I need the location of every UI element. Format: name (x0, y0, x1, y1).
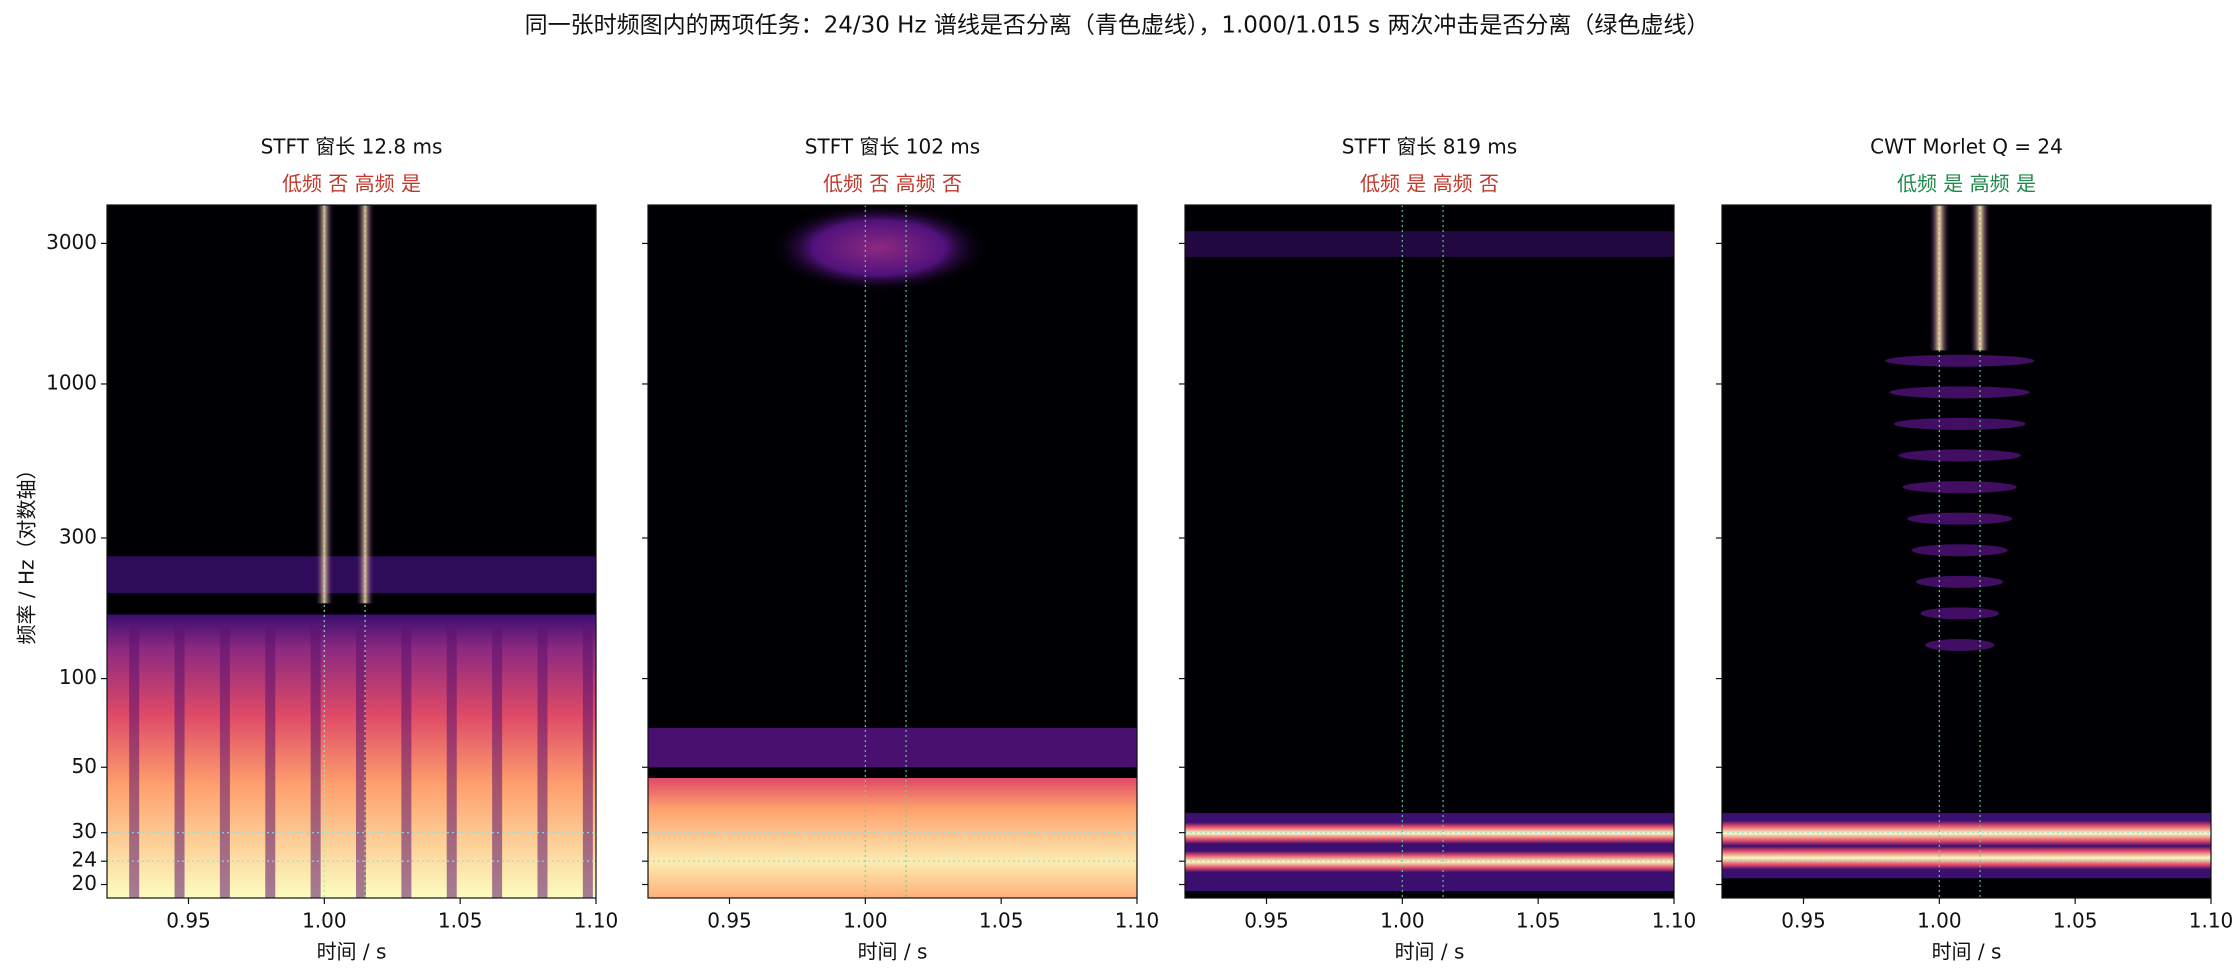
panel-subtitle: 低频 是 高频 是 (1897, 172, 2036, 196)
x-axis-label: 时间 / s (1932, 940, 2002, 964)
heatmap (107, 205, 596, 898)
x-tick-label: 1.10 (1115, 909, 1160, 933)
panel-title: STFT 窗长 102 ms (805, 135, 980, 159)
blob (1893, 417, 2026, 430)
x-tick-label: 1.00 (843, 909, 888, 933)
x-tick-label: 1.00 (1380, 909, 1425, 933)
y-tick-label: 50 (72, 754, 97, 778)
x-tick-label: 1.05 (1516, 909, 1561, 933)
y-axis-label: 频率 / Hz（对数轴） (15, 460, 39, 645)
axes-frame (1184, 204, 1675, 899)
energy-band (107, 614, 596, 898)
axes-frame (1721, 204, 2212, 899)
x-tick-label: 0.95 (1781, 909, 1826, 933)
stripe (446, 626, 457, 898)
stripe (356, 626, 367, 898)
x-axis-label: 时间 / s (858, 940, 928, 964)
blob (1924, 639, 1995, 652)
blob (1898, 449, 2022, 462)
x-tick-label: 1.10 (1652, 909, 1697, 933)
energy-band (648, 727, 1137, 768)
streak (1929, 205, 1950, 351)
energy-band (1185, 850, 1674, 873)
heatmap (1185, 205, 1674, 898)
stripe (129, 626, 140, 898)
stripe (582, 626, 593, 898)
panel-title: STFT 窗长 819 ms (1342, 135, 1517, 159)
streak (1970, 205, 1991, 351)
x-tick-label: 1.10 (2189, 909, 2234, 933)
axes-frame (106, 204, 597, 899)
x-tick-label: 1.10 (574, 909, 619, 933)
stripe (265, 626, 276, 898)
streak (315, 205, 334, 604)
stripe (401, 626, 412, 898)
blob (1907, 512, 2013, 525)
blob (768, 205, 989, 293)
panel-subtitle: 低频 否 高频 否 (823, 172, 962, 196)
stripe (492, 626, 503, 898)
energy-band (1722, 846, 2211, 870)
blob (1902, 481, 2017, 494)
stripe (174, 626, 185, 898)
x-tick-label: 0.95 (1244, 909, 1289, 933)
x-tick-label: 1.05 (979, 909, 1024, 933)
x-axis-label: 时间 / s (317, 940, 387, 964)
y-tick-label: 1000 (46, 370, 97, 394)
blob (1889, 386, 2030, 399)
y-tick-label: 300 (59, 525, 97, 549)
x-axis-label: 时间 / s (1395, 940, 1465, 964)
stripe (537, 626, 548, 898)
panel-subtitle: 低频 是 高频 否 (1360, 172, 1499, 196)
stripe (219, 626, 230, 898)
blob (1884, 354, 2035, 367)
panel-title: CWT Morlet Q = 24 (1870, 135, 2063, 159)
blob (1920, 607, 1999, 620)
x-tick-label: 1.00 (1917, 909, 1962, 933)
panel-subtitle: 低频 否 高频 是 (282, 172, 421, 196)
axes-frame (647, 204, 1138, 899)
energy-band (107, 556, 596, 594)
y-tick-label: 3000 (46, 230, 97, 254)
heatmap (648, 205, 1137, 898)
blob (1911, 544, 2008, 557)
energy-band (648, 777, 1137, 898)
y-tick-label: 30 (72, 819, 97, 843)
x-tick-label: 1.05 (438, 909, 483, 933)
y-tick-label: 24 (72, 848, 97, 872)
x-tick-label: 0.95 (166, 909, 211, 933)
heatmap-background (1185, 205, 1674, 898)
energy-band (1185, 231, 1674, 257)
x-tick-label: 0.95 (707, 909, 752, 933)
panel-title: STFT 窗长 12.8 ms (261, 135, 443, 159)
x-tick-label: 1.00 (302, 909, 347, 933)
streak (356, 205, 375, 604)
y-tick-label: 100 (59, 665, 97, 689)
energy-band (1185, 822, 1674, 844)
stripe (310, 626, 321, 898)
heatmap (1722, 205, 2211, 898)
blob (1916, 575, 2004, 588)
y-tick-label: 20 (72, 871, 97, 895)
figure-title: 同一张时频图内的两项任务：24/30 Hz 谱线是否分离（青色虚线），1.000… (525, 13, 1710, 39)
x-tick-label: 1.05 (2053, 909, 2098, 933)
